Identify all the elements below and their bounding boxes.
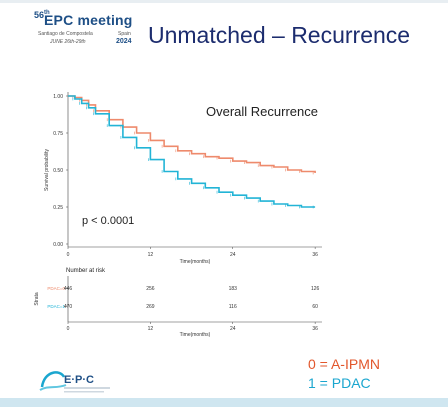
bottom-border	[0, 398, 448, 407]
risk-cell: 60	[312, 304, 318, 310]
logo-name: EPC meeting	[44, 12, 133, 28]
risk-cell: 269	[146, 304, 155, 310]
wave-icon	[40, 371, 66, 388]
y-tick-label: 0.50	[53, 168, 63, 174]
logo-dates: JUNE 26th-29th	[50, 39, 86, 45]
y-axis-label: Survival probability	[44, 149, 50, 191]
chart-title: Overall Recurrence	[206, 104, 318, 119]
y-tick-label: 0.75	[53, 131, 63, 137]
logo-edition-suffix: th	[44, 10, 50, 16]
epc-footer-logo: E·P·C	[39, 371, 110, 393]
epc-meeting-logo: 56th EPC meeting Santiago de Compostela …	[30, 10, 142, 55]
y-tick-label: 0.00	[53, 242, 63, 248]
logo-edition-number: 56	[34, 10, 45, 20]
footer-logo-small-text	[64, 387, 110, 389]
series-line-1	[68, 95, 316, 208]
risk-x-tick-label: 0	[67, 326, 70, 332]
x-tick-label: 12	[148, 252, 154, 258]
risk-cell: 116	[229, 304, 237, 310]
logo-year: 2024	[116, 38, 132, 45]
risk-x-tick-label: 36	[312, 326, 318, 332]
x-axis-label: Time(months)	[180, 259, 211, 265]
risk-table-title: Number at risk	[66, 268, 106, 274]
footer-logo-name: E·P·C	[64, 374, 94, 386]
y-tick-label: 1.00	[53, 94, 63, 100]
legend-item-0: 0 = A-IPMN	[308, 356, 380, 372]
y-tick-label: 0.25	[53, 205, 63, 211]
logo-country: Spain	[118, 31, 131, 37]
risk-cell: 256	[146, 286, 155, 292]
risk-cell: 470	[64, 304, 73, 310]
x-tick-label: 24	[230, 252, 236, 258]
series-line-0	[68, 95, 316, 173]
p-value-annotation: p < 0.0001	[82, 215, 134, 227]
risk-strata-label: Strata	[34, 292, 40, 306]
logo-edition: 56th	[34, 10, 50, 20]
risk-x-axis-label: Time(months)	[180, 332, 211, 338]
wave-icon-lower	[39, 384, 67, 391]
risk-cell: 183	[229, 286, 238, 292]
risk-cell: 126	[311, 286, 320, 292]
slide-title: Unmatched – Recurrence	[148, 22, 411, 48]
legend-item-1: 1 = PDAC	[308, 375, 371, 391]
top-border	[0, 0, 448, 3]
logo-city: Santiago de Compostela	[38, 31, 93, 37]
risk-row-label-1: PDAC=1	[47, 304, 65, 309]
risk-row-label-0: PDAC=0	[47, 286, 65, 291]
x-tick-label: 0	[67, 252, 70, 258]
risk-x-tick-label: 24	[230, 326, 236, 332]
x-tick-label: 36	[312, 252, 318, 258]
footer-logo-small-text-2	[64, 391, 104, 393]
risk-x-tick-label: 12	[148, 326, 154, 332]
legend: 0 = A-IPMN 1 = PDAC	[308, 355, 380, 393]
risk-cell: 446	[64, 286, 73, 292]
